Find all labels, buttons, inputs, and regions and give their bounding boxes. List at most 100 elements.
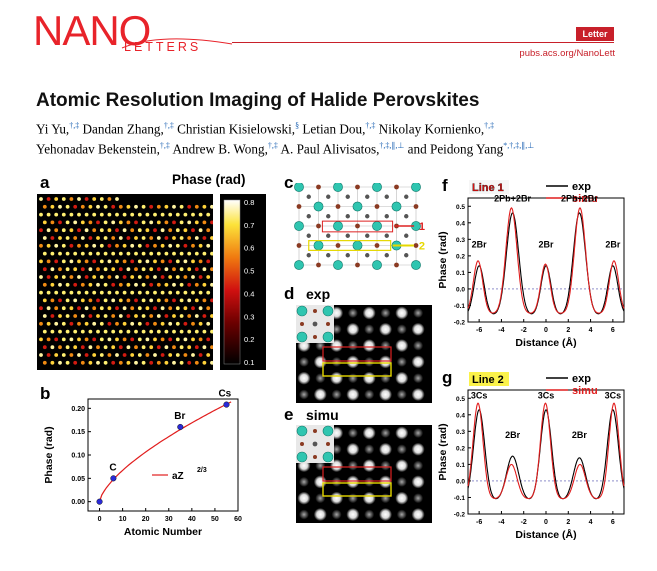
phase-map-atom <box>160 337 165 342</box>
phase-map-atom <box>39 290 43 295</box>
line2-marker: 2 <box>419 241 425 253</box>
phase-map-atom <box>126 220 131 225</box>
phase-map-atom <box>54 275 59 279</box>
phase-map-atom <box>202 220 207 225</box>
phase-map-atom <box>73 204 78 209</box>
colorbar-tick-label: 0.8 <box>244 198 254 207</box>
phase-map-atom <box>141 282 146 287</box>
y-tick-label: 0.1 <box>456 270 465 277</box>
phase-map-atom <box>149 204 154 209</box>
y-tick-label: 0.05 <box>71 476 85 483</box>
x-tick-label: 10 <box>119 516 127 523</box>
peak-annotation: 2Pb+2Br <box>494 193 531 203</box>
phase-map-atom <box>137 212 142 217</box>
point-label: Cs <box>218 389 231 400</box>
phase-map-atom <box>54 197 59 201</box>
x-tick-label: 50 <box>211 516 219 523</box>
phase-map-atom <box>61 337 66 342</box>
phase-map-atom <box>88 251 93 256</box>
cs-atom <box>322 331 334 343</box>
phase-map-atom <box>46 353 51 357</box>
y-tick-label: 0.10 <box>71 453 85 460</box>
pb-atom <box>306 214 311 219</box>
phase-map-atom <box>153 306 157 311</box>
phase-map-atom <box>153 290 157 295</box>
phase-map-atom <box>194 236 199 240</box>
phase-map-atom <box>61 228 66 233</box>
phase-map-atom <box>206 275 211 279</box>
pb-atom <box>306 253 311 258</box>
phase-map-atom <box>118 298 123 303</box>
phase-map-atom <box>77 275 81 279</box>
phase-map-atom <box>84 259 89 264</box>
atom-column <box>395 306 409 320</box>
br-atom <box>413 204 419 209</box>
phase-map-atom <box>198 228 203 233</box>
phase-map-atom <box>126 314 131 318</box>
y-tick-label: 0.3 <box>456 429 465 436</box>
journal-url-link[interactable]: pubs.acs.org/NanoLett <box>519 48 615 59</box>
phase-map-atom <box>175 212 180 217</box>
cs-atom <box>411 183 421 192</box>
phase-map-atom <box>202 204 207 209</box>
phase-map-atom <box>115 228 119 233</box>
phase-map-atom <box>96 298 100 303</box>
phase-map-atom <box>115 353 119 357</box>
phase-map-atom <box>172 360 176 365</box>
phase-map-atom <box>92 243 97 248</box>
phase-map-atom <box>210 298 213 303</box>
data-point <box>110 475 117 482</box>
phase-map-atom <box>130 353 135 357</box>
phase-map-atom <box>156 329 161 334</box>
author-name: Nikolay Kornienko, <box>375 121 485 137</box>
phase-map-atom <box>122 306 127 311</box>
phase-map-atom <box>137 353 142 357</box>
y-tick-label: -0.1 <box>454 303 466 310</box>
phase-map-atom <box>156 236 161 240</box>
phase-map-atom <box>191 353 195 357</box>
phase-map-atom <box>137 306 142 311</box>
atomic-number-phase-chart: 0 10 20 30 40 50 60 0.00 0.05 0.10 0.15 0.20 Atomic … <box>43 389 242 538</box>
atom-column <box>395 339 409 353</box>
peak-annotation: 3Cs <box>538 390 555 400</box>
phase-map-atom <box>126 236 131 240</box>
phase-map-atom <box>46 306 51 311</box>
phase-map-atom <box>92 337 97 342</box>
phase-map-atom <box>58 282 62 287</box>
phase-map-atom <box>111 298 116 303</box>
phase-map-atom <box>130 243 135 248</box>
cs-atom <box>322 425 334 437</box>
phase-colorbar: 0.8 0.7 0.6 0.5 0.4 0.3 0.2 0.1 <box>220 194 266 370</box>
phase-map-atom <box>54 259 59 264</box>
y-tick-label: 0.0 <box>456 286 465 293</box>
phase-map-atom <box>179 267 184 272</box>
phase-map-atom <box>172 204 176 209</box>
phase-map-atom <box>61 243 66 248</box>
pb-atom <box>365 253 370 258</box>
line-title: Line 1 <box>472 182 504 194</box>
phase-map-atom <box>107 228 112 233</box>
crystal-structure-diagram: 12 <box>294 183 425 270</box>
phase-map-atom <box>103 360 108 365</box>
phase-map-atom <box>92 306 97 311</box>
phase-map-atom <box>77 197 81 201</box>
phase-map-atom <box>153 212 157 217</box>
phase-map-atom <box>141 298 146 303</box>
phase-map-atom <box>39 337 43 342</box>
phase-map-atom <box>58 220 62 225</box>
atom-column <box>346 475 360 489</box>
cs-atom <box>294 260 304 270</box>
phase-map-atom <box>179 282 184 287</box>
author-name: Andrew B. Wong, <box>169 141 268 157</box>
cs-atom <box>296 305 308 317</box>
phase-map-atom <box>46 212 51 217</box>
phase-map-atom <box>111 360 116 365</box>
br-atom <box>316 262 321 268</box>
phase-map-atom <box>58 329 62 334</box>
br-atom <box>326 322 330 326</box>
pb-atom <box>345 214 350 219</box>
phase-map-atom <box>172 236 176 240</box>
phase-map-atom <box>54 337 59 342</box>
phase-map-atom <box>175 228 180 233</box>
phase-map-atom <box>187 251 192 256</box>
